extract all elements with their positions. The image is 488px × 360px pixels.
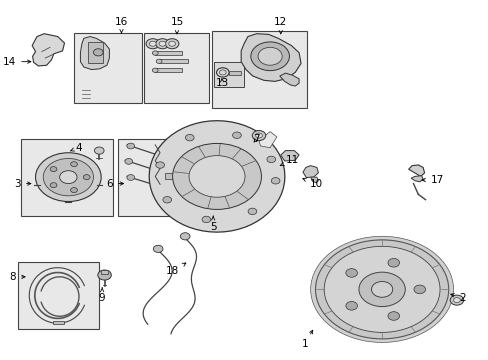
Circle shape (413, 285, 425, 294)
Circle shape (146, 39, 159, 49)
Text: 10: 10 (302, 178, 322, 189)
Circle shape (36, 153, 101, 202)
Polygon shape (149, 121, 285, 232)
Bar (74, 33, 142, 103)
Bar (21, 139, 113, 216)
Text: 7: 7 (253, 134, 260, 144)
Bar (211, 31, 306, 108)
Circle shape (247, 208, 256, 215)
Text: 1: 1 (301, 330, 312, 349)
Circle shape (189, 156, 244, 197)
Circle shape (126, 143, 134, 149)
Text: 3: 3 (15, 179, 31, 189)
Bar (53, 320, 63, 324)
Circle shape (124, 158, 132, 164)
Polygon shape (310, 177, 318, 183)
Text: 13: 13 (215, 78, 228, 88)
Circle shape (449, 295, 463, 305)
Circle shape (126, 175, 134, 180)
Circle shape (180, 233, 190, 240)
Circle shape (159, 41, 165, 46)
Circle shape (156, 59, 162, 63)
Polygon shape (279, 73, 299, 86)
Circle shape (387, 258, 399, 267)
Circle shape (258, 47, 282, 65)
Text: 2: 2 (450, 293, 465, 303)
Circle shape (266, 156, 275, 163)
Circle shape (250, 42, 289, 71)
Circle shape (345, 269, 357, 277)
Circle shape (252, 131, 265, 140)
Bar (101, 270, 108, 274)
Polygon shape (410, 176, 422, 182)
Text: 14: 14 (3, 57, 31, 67)
Circle shape (315, 240, 448, 339)
Bar (155, 51, 182, 55)
Circle shape (152, 68, 158, 72)
Bar (18, 262, 99, 329)
Circle shape (172, 143, 261, 210)
Circle shape (202, 216, 210, 223)
Circle shape (70, 162, 77, 167)
Polygon shape (32, 34, 64, 66)
Text: 15: 15 (170, 17, 183, 34)
Circle shape (185, 134, 194, 141)
Bar (214, 62, 244, 87)
Polygon shape (408, 165, 424, 176)
Text: 17: 17 (421, 175, 443, 185)
Polygon shape (80, 37, 109, 69)
Polygon shape (259, 132, 276, 148)
Circle shape (93, 49, 103, 56)
Bar (117, 139, 189, 216)
Circle shape (371, 282, 392, 297)
Circle shape (271, 177, 280, 184)
Circle shape (387, 312, 399, 320)
Text: 9: 9 (99, 288, 105, 303)
Circle shape (152, 51, 158, 55)
Circle shape (98, 270, 111, 280)
Circle shape (153, 245, 163, 252)
Bar (164, 173, 174, 179)
Text: 4: 4 (70, 143, 82, 153)
Circle shape (43, 158, 93, 196)
Text: 6: 6 (106, 179, 123, 189)
Circle shape (163, 197, 171, 203)
Text: 18: 18 (166, 263, 185, 276)
Circle shape (345, 302, 357, 310)
Circle shape (149, 41, 156, 46)
Circle shape (83, 175, 90, 180)
Text: 11: 11 (280, 155, 298, 166)
Polygon shape (303, 166, 318, 177)
Circle shape (324, 246, 439, 332)
Bar (87, 42, 103, 63)
Text: 12: 12 (274, 17, 287, 34)
Circle shape (232, 132, 241, 139)
Circle shape (453, 298, 459, 303)
Bar (155, 68, 182, 72)
Circle shape (310, 236, 453, 342)
Text: 5: 5 (209, 216, 216, 231)
Text: 8: 8 (10, 272, 25, 282)
Bar (228, 71, 240, 75)
Circle shape (156, 162, 164, 168)
Circle shape (168, 41, 175, 46)
Circle shape (50, 167, 57, 172)
Circle shape (70, 188, 77, 193)
Polygon shape (280, 150, 299, 161)
Circle shape (94, 147, 104, 154)
Circle shape (155, 39, 169, 49)
Circle shape (255, 133, 262, 138)
Polygon shape (241, 34, 301, 81)
Text: 16: 16 (115, 17, 128, 33)
Bar (159, 59, 188, 63)
Circle shape (60, 171, 77, 184)
Bar (144, 33, 209, 103)
Circle shape (165, 39, 179, 49)
Circle shape (50, 183, 57, 188)
Circle shape (358, 272, 405, 307)
